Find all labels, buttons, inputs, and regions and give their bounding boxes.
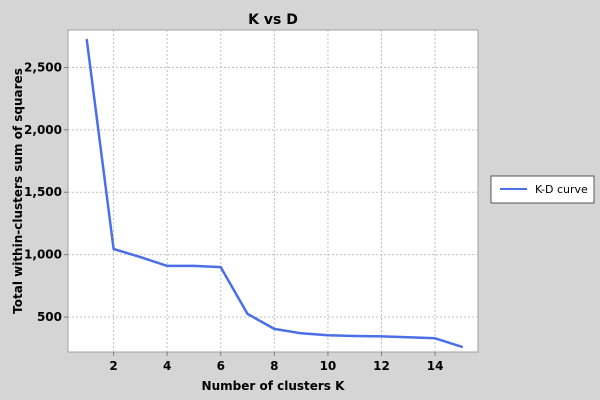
- chart-title: K vs D: [248, 12, 298, 28]
- grid-lines: [68, 30, 478, 352]
- legend: K-D curve: [490, 175, 595, 204]
- data-point: [219, 265, 222, 269]
- data-point: [380, 335, 383, 338]
- x-axis-label: Number of clusters K: [202, 379, 346, 393]
- data-point: [353, 334, 356, 338]
- x-tick-label: 2: [109, 359, 117, 373]
- y-tick-label: 2,500: [24, 60, 62, 74]
- y-tick-label: 500: [37, 310, 62, 324]
- x-tick-label: 6: [217, 359, 225, 373]
- x-tick-label: 14: [427, 359, 444, 373]
- y-tick-label: 2,000: [24, 123, 62, 137]
- data-point: [166, 264, 169, 268]
- data-point: [85, 38, 89, 42]
- data-point: [326, 334, 330, 337]
- axes: 2 4 6 8 10 12 14 500 1,000 1,500 2,000 2,500: [24, 60, 443, 373]
- plot-area: [67, 29, 479, 353]
- data-point: [273, 327, 276, 331]
- y-tick-label: 1,500: [24, 185, 62, 199]
- x-tick-label: 10: [320, 359, 337, 373]
- data-point: [299, 332, 303, 335]
- data-point: [139, 255, 142, 259]
- data-point: [433, 337, 437, 340]
- y-axis-label: Total within-clusters sum of squares: [11, 68, 25, 314]
- x-tick-label: 8: [270, 359, 278, 373]
- data-point: [192, 264, 196, 268]
- series-layer: [85, 38, 464, 348]
- x-tick-label: 12: [373, 359, 390, 373]
- data-point: [407, 336, 410, 339]
- legend-label: K-D curve: [535, 183, 588, 196]
- data-point: [246, 312, 249, 316]
- x-tick-label: 4: [163, 359, 171, 373]
- data-point: [460, 345, 464, 348]
- data-point: [112, 247, 115, 251]
- y-tick-label: 1,000: [24, 248, 62, 262]
